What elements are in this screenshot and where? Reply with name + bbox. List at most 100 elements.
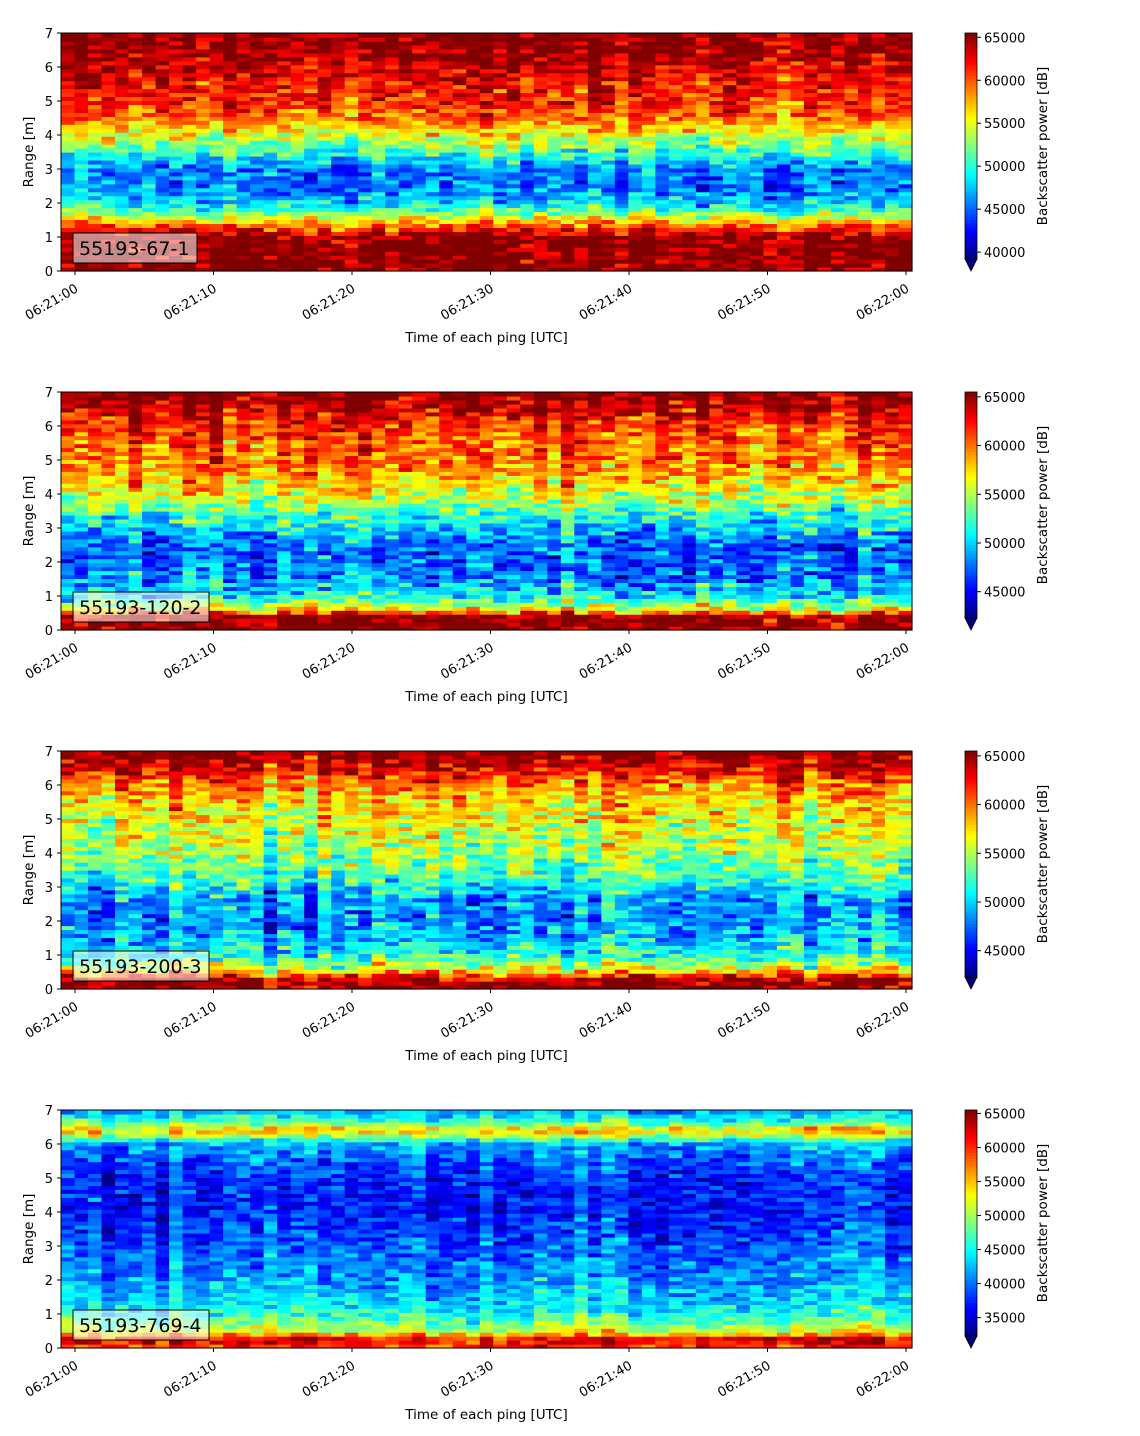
heatmap-cell [641,606,656,611]
heatmap-cell [263,88,278,94]
heatmap-cell [817,239,832,244]
heatmap-cell [722,148,737,153]
heatmap-cell [533,255,548,260]
heatmap-cell [587,152,602,157]
heatmap-cell [412,128,427,133]
heatmap-cell [466,104,481,109]
heatmap-cell [223,251,238,256]
heatmap-cell [817,227,832,232]
heatmap-cell [736,60,751,66]
heatmap-cell [709,263,724,268]
heatmap-cell [844,144,859,149]
heatmap-cell [236,614,251,619]
heatmap-cell [74,215,89,221]
heatmap-cell [209,618,224,623]
heatmap-cell [682,60,697,66]
heatmap-cell [763,223,778,228]
heatmap-cell [776,60,792,66]
heatmap-cell [655,566,670,572]
heatmap-cell [61,251,76,256]
heatmap-cell [182,40,197,46]
heatmap-cell [790,64,805,70]
heatmap-cell [385,207,400,213]
heatmap-cell [223,56,238,62]
heatmap-cell [776,120,792,125]
heatmap-cell [614,239,629,244]
heatmap-cell [641,140,656,145]
heatmap-cell [331,606,346,611]
heatmap-cell [452,259,467,264]
heatmap-cell [209,80,224,86]
heatmap-cell [776,578,792,583]
heatmap-cell [641,199,656,205]
heatmap-cell [533,60,548,66]
heatmap-cell [560,112,575,117]
heatmap-cell [371,239,386,244]
heatmap-cell [236,195,251,201]
heatmap-cell [250,614,265,619]
heatmap-cell [884,116,900,121]
heatmap-cell [857,187,873,193]
heatmap-cell [223,175,238,181]
heatmap-cell [169,40,184,46]
x-tick-label: 06:21:40 [577,281,635,323]
heatmap-cell [682,52,697,58]
heatmap-cell [898,60,913,66]
heatmap-cell [587,52,602,58]
heatmap-cell [101,562,116,568]
heatmap-cell [479,211,494,217]
heatmap-cell [628,148,643,153]
heatmap-cell [452,132,467,137]
heatmap-cell [317,574,332,580]
heatmap-cell [776,199,792,205]
heatmap-cell [466,183,481,189]
heatmap-cell [277,187,292,193]
heatmap-cell [479,163,494,169]
heatmap-cell [736,211,751,217]
heatmap-cell [263,594,278,599]
heatmap-cell [304,44,319,50]
heatmap-cell [290,263,305,268]
heatmap-cell [142,140,157,145]
heatmap-cell [601,155,616,161]
heatmap-cell [74,124,89,129]
heatmap-cell [493,594,508,599]
heatmap-cell [331,124,346,129]
heatmap-cell [277,68,292,74]
heatmap-cell [452,72,467,78]
heatmap-cell [425,84,440,90]
heatmap-cell [587,60,602,66]
heatmap-cell [331,152,346,157]
heatmap-cell [641,590,656,595]
heatmap-cell [398,163,413,169]
heatmap-cell [358,144,373,149]
heatmap-cell [439,120,454,125]
heatmap-cell [74,159,89,165]
heatmap-cell [61,52,76,58]
heatmap-cell [88,112,103,117]
heatmap-cell [304,243,319,248]
heatmap-cell [452,191,467,197]
heatmap-cell [803,56,819,62]
heatmap-cell [803,68,819,74]
heatmap-cell [344,239,359,244]
heatmap-cell [547,76,562,82]
heatmap-cell [479,60,494,66]
heatmap-cell [493,235,508,240]
heatmap-cell [574,167,589,173]
heatmap-cell [250,574,265,580]
heatmap-cell [439,44,454,50]
heatmap-cell [506,88,521,94]
heatmap-cell [142,124,157,129]
heatmap-cell [587,199,602,205]
heatmap-cell [425,124,440,129]
heatmap-cell [250,148,265,153]
heatmap-cell [709,163,724,169]
heatmap-cell [250,195,265,201]
heatmap-cell [547,132,562,137]
heatmap-cell [304,140,319,145]
heatmap-cell [155,44,170,50]
heatmap-cell [196,163,211,169]
heatmap-cell [101,626,116,631]
heatmap-cell [722,598,737,603]
